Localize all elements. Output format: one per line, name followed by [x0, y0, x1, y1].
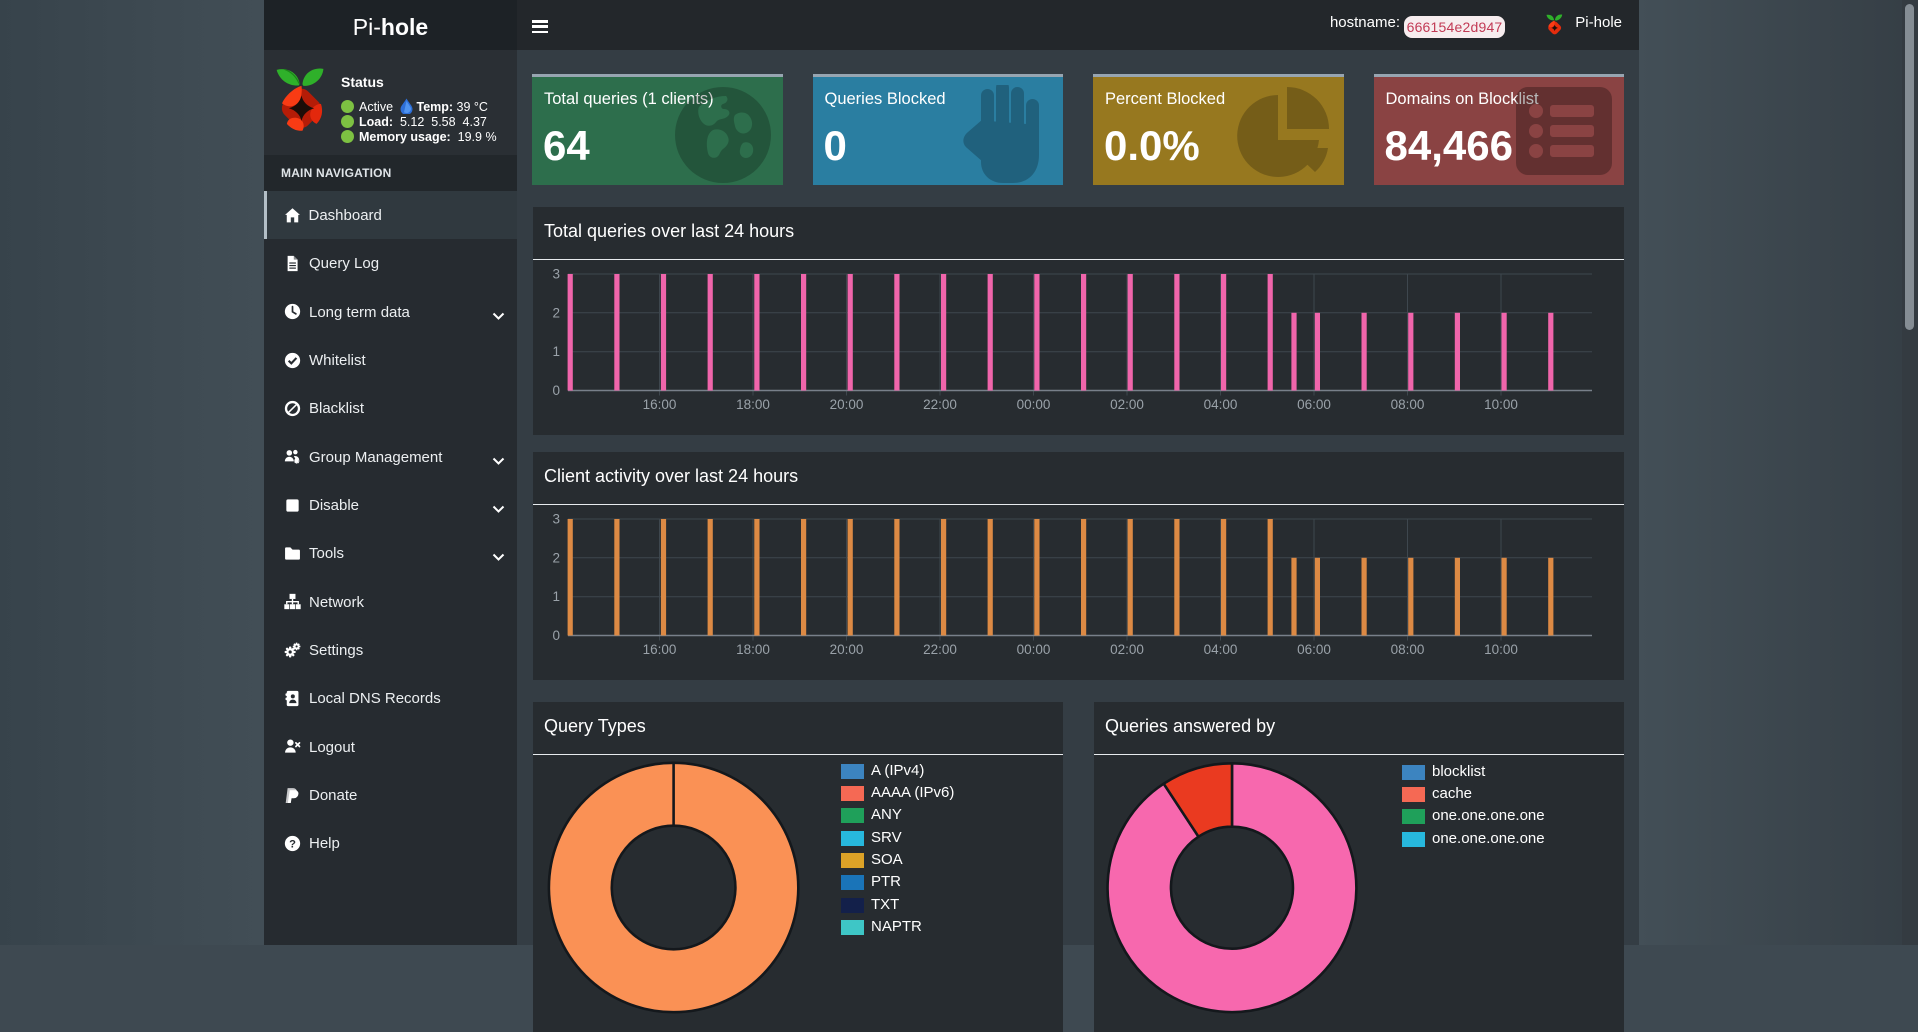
svg-text:1: 1 — [552, 589, 560, 604]
svg-text:02:00: 02:00 — [1110, 397, 1144, 412]
svg-text:20:00: 20:00 — [830, 642, 864, 657]
svg-text:0: 0 — [552, 628, 560, 643]
svg-text:16:00: 16:00 — [643, 397, 677, 412]
svg-text:04:00: 04:00 — [1204, 397, 1238, 412]
svg-text:02:00: 02:00 — [1110, 642, 1144, 657]
svg-text:?: ? — [289, 838, 296, 850]
svg-text:20:00: 20:00 — [830, 397, 864, 412]
svg-text:2: 2 — [552, 305, 560, 320]
svg-text:10:00: 10:00 — [1484, 642, 1518, 657]
svg-text:18:00: 18:00 — [736, 397, 770, 412]
svg-text:06:00: 06:00 — [1297, 397, 1331, 412]
svg-text:08:00: 08:00 — [1391, 397, 1425, 412]
svg-text:10:00: 10:00 — [1484, 397, 1518, 412]
svg-text:18:00: 18:00 — [736, 642, 770, 657]
svg-text:3: 3 — [552, 267, 560, 282]
svg-text:16:00: 16:00 — [643, 642, 677, 657]
svg-text:00:00: 00:00 — [1017, 642, 1051, 657]
svg-text:00:00: 00:00 — [1017, 397, 1051, 412]
svg-text:1: 1 — [552, 344, 560, 359]
svg-text:3: 3 — [552, 512, 560, 527]
svg-text:08:00: 08:00 — [1391, 642, 1425, 657]
svg-text:04:00: 04:00 — [1204, 642, 1238, 657]
svg-text:0: 0 — [552, 383, 560, 398]
svg-text:06:00: 06:00 — [1297, 642, 1331, 657]
svg-text:22:00: 22:00 — [923, 642, 957, 657]
svg-text:2: 2 — [552, 550, 560, 565]
svg-text:22:00: 22:00 — [923, 397, 957, 412]
